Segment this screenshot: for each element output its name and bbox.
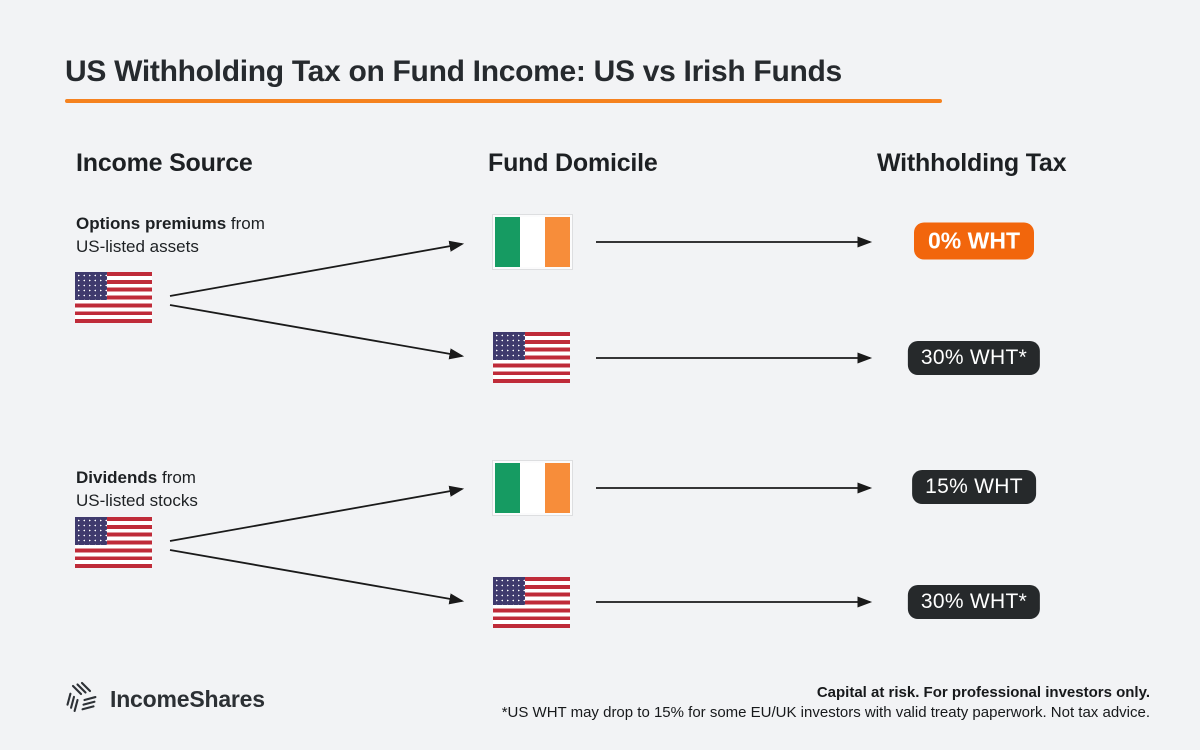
incomeshares-logo-icon [63,681,99,715]
group-label-bold: Options premiums [76,214,227,233]
wht-badge-30-top: 30% WHT* [907,341,1041,375]
wht-badge-30-bottom: 30% WHT* [907,585,1041,619]
group-label-line2: US-listed assets [76,237,199,256]
group-label-dividends: Dividends from US-listed stocks [76,466,198,512]
arrow-options-to-us [169,304,465,360]
column-header-fund-domicile: Fund Domicile [488,149,658,177]
wht-badge-0: 0% WHT [914,222,1034,260]
disclaimer: Capital at risk. For professional invest… [390,683,1150,723]
group-label-line2: US-listed stocks [76,491,198,510]
arrow-dividends-to-us [169,549,465,605]
group-label-options-premiums: Options premiums from US-listed assets [76,212,265,258]
us-flag-canton [493,332,525,360]
disclaimer-note: *US WHT may drop to 15% for some EU/UK i… [501,704,1150,721]
ireland-flag [492,214,573,270]
disclaimer-bold: Capital at risk. For professional invest… [816,684,1150,701]
page-title: US Withholding Tax on Fund Income: US vs… [65,55,842,88]
group-label-rest: from [226,214,265,233]
us-flag [75,517,152,568]
group-label-bold: Dividends [76,468,158,487]
group-label-rest: from [157,468,196,487]
us-flag [75,272,152,323]
us-flag-canton [493,577,525,605]
brand-name: IncomeShares [110,686,265,712]
column-header-income-source: Income Source [76,149,253,177]
title-underline [65,99,942,103]
ireland-flag [492,460,573,516]
us-flag-canton [75,272,107,300]
us-flag [493,332,570,383]
column-header-withholding-tax: Withholding Tax [877,149,1067,177]
us-flag-canton [75,517,107,545]
arrow-dividends-to-ireland [169,485,465,542]
us-flag [493,577,570,628]
wht-badge-15: 15% WHT [912,470,1036,504]
